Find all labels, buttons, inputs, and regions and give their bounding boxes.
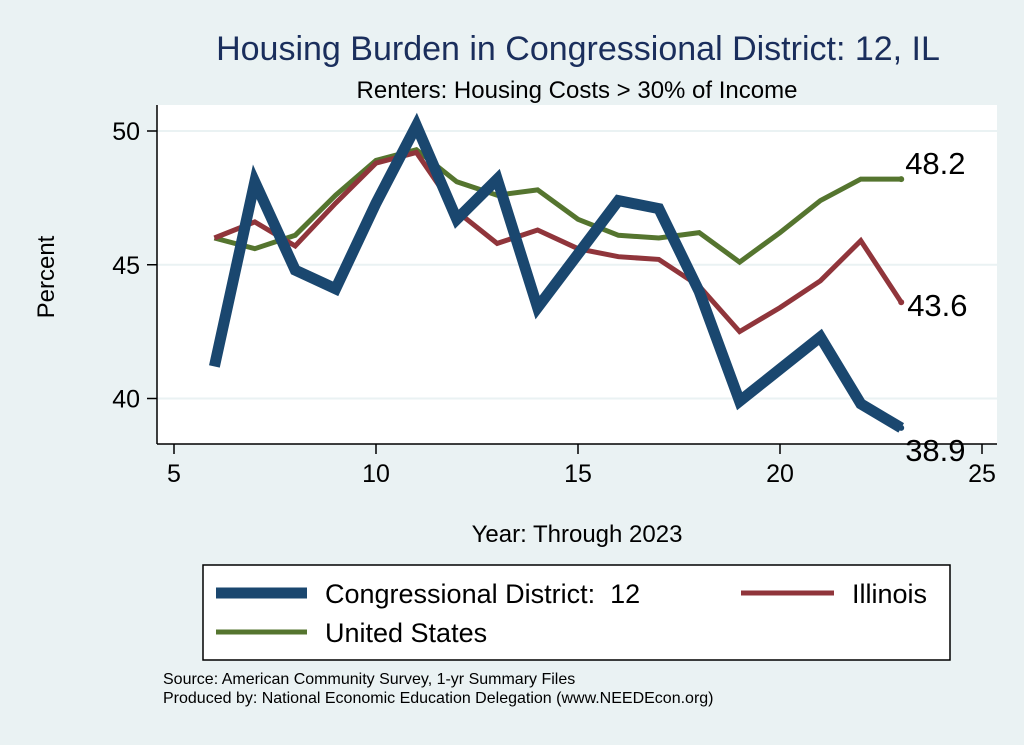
chart-subtitle: Renters: Housing Costs > 30% of Income — [357, 77, 798, 104]
y-tick-label: 50 — [112, 118, 140, 146]
legend-label: United States — [325, 618, 487, 648]
x-tick-label: 10 — [362, 460, 390, 488]
end-labels: 38.9 43.6 48.2 — [905, 146, 967, 468]
source-note: Source: American Community Survey, 1-yr … — [163, 671, 576, 688]
legend-label: Illinois — [852, 579, 927, 609]
x-tick-label: 5 — [167, 460, 181, 488]
y-axis-label: Percent — [33, 235, 60, 318]
series-lines — [209, 112, 905, 433]
series-line-1 — [213, 149, 904, 335]
x-axis-label: Year: Through 2023 — [472, 521, 683, 548]
series-line-2 — [213, 146, 902, 266]
plot-area — [157, 105, 997, 444]
y-tick-label: 40 — [112, 386, 140, 414]
end-marker — [898, 424, 905, 431]
x-tick-label: 15 — [564, 460, 592, 488]
y-tick-label: 45 — [112, 252, 140, 280]
legend-box — [202, 564, 951, 661]
end-marker — [898, 299, 905, 306]
x-tick-label: 20 — [766, 460, 794, 488]
end-label: 48.2 — [905, 146, 965, 181]
legend-label: Congressional District: 12 — [325, 579, 640, 609]
end-label: 38.9 — [905, 433, 965, 468]
end-marker — [898, 176, 905, 183]
series-line-0 — [209, 112, 905, 433]
end-label: 43.6 — [907, 288, 967, 323]
producer-note: Produced by: National Economic Education… — [163, 690, 714, 707]
chart-title: Housing Burden in Congressional District… — [216, 30, 940, 68]
x-tick-label: 25 — [968, 460, 996, 488]
axes: 40 45 50 5 10 15 20 25 — [112, 105, 997, 488]
legend: Congressional District: 12 Illinois United… — [216, 579, 927, 648]
